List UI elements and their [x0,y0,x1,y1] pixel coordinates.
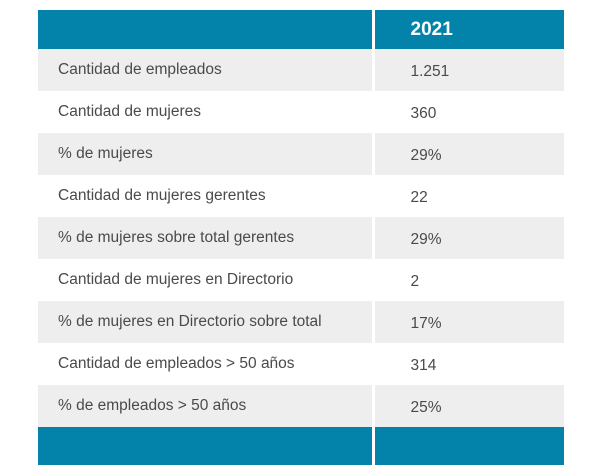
row-label: % de mujeres en Directorio sobre total [38,301,373,343]
table-row: % de mujeres en Directorio sobre total 1… [38,301,564,343]
stats-table-container: 2021 Cantidad de empleados 1.251 Cantida… [38,10,564,465]
table-footer-row [38,427,564,465]
row-label: Cantidad de mujeres gerentes [38,175,373,217]
row-value: 29% [371,133,564,175]
table-row: Cantidad de empleados > 50 años 314 [38,343,564,385]
row-value: 314 [371,343,564,385]
table-row: % de mujeres sobre total gerentes 29% [38,217,564,259]
row-label: % de mujeres [38,133,373,175]
table-row: Cantidad de empleados 1.251 [38,49,564,91]
row-label: Cantidad de empleados [38,49,373,91]
table-row: Cantidad de mujeres 360 [38,91,564,133]
row-label: Cantidad de empleados > 50 años [38,343,373,385]
row-value: 360 [371,91,564,133]
row-label: Cantidad de mujeres [38,91,373,133]
table-row: % de mujeres 29% [38,133,564,175]
table-row: % de empleados > 50 años 25% [38,385,564,427]
row-value: 25% [371,385,564,427]
employee-stats-table: 2021 Cantidad de empleados 1.251 Cantida… [38,10,564,465]
table-row: Cantidad de mujeres gerentes 22 [38,175,564,217]
header-label-cell [38,10,373,49]
row-value: 1.251 [371,49,564,91]
row-value: 17% [371,301,564,343]
row-value: 29% [371,217,564,259]
table-row: Cantidad de mujeres en Directorio 2 [38,259,564,301]
row-value: 2 [371,259,564,301]
footer-right-cell [371,427,564,465]
header-year-cell: 2021 [371,10,564,49]
row-label: % de empleados > 50 años [38,385,373,427]
row-label: % de mujeres sobre total gerentes [38,217,373,259]
footer-left-cell [38,427,373,465]
row-label: Cantidad de mujeres en Directorio [38,259,373,301]
table-header-row: 2021 [38,10,564,49]
row-value: 22 [371,175,564,217]
